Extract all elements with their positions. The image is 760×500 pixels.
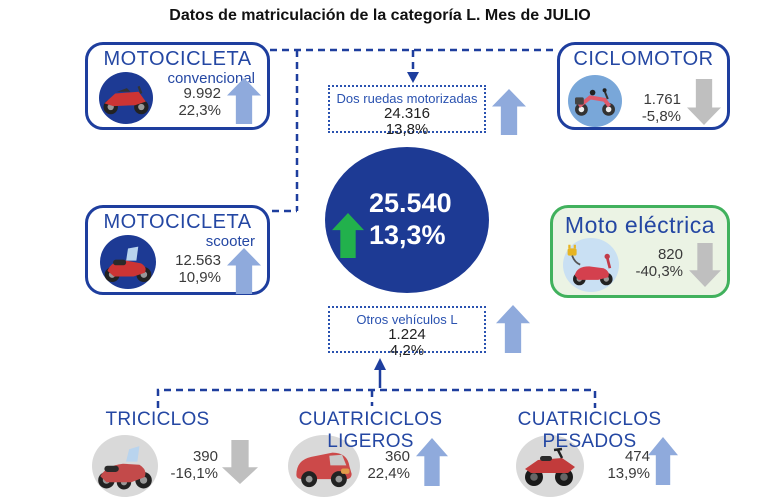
percent: -40,3% (635, 263, 683, 280)
up-arrow-icon (332, 213, 364, 258)
card-title: MOTOCICLETA (103, 211, 252, 233)
cuatriciclos-pesados-values: 474 13,9% (598, 448, 650, 482)
motorcycle-icon (99, 72, 153, 124)
value: 390 (192, 448, 218, 465)
page-title: Datos de matriculación de la categoría L… (169, 7, 591, 24)
total-circle: 25.540 13,3% (325, 147, 489, 293)
card-motocicleta-scooter: MOTOCICLETA scooter 12.563 10,9% (85, 205, 270, 295)
down-arrow-icon (687, 79, 721, 125)
moped-icon (568, 75, 622, 127)
down-arrow-icon (689, 243, 721, 287)
value: 12.563 (175, 252, 221, 269)
scooter-icon (104, 246, 152, 282)
card-subtitle: scooter (205, 233, 255, 250)
box-otros-vehiculos: Otros vehículos L 1.224 4,2% (328, 306, 486, 359)
total-percent: 13,3% (369, 220, 446, 250)
light-quadricycle-icon (296, 452, 352, 487)
card-title: CICLOMOTOR (573, 48, 714, 70)
card-ciclomotor: CICLOMOTOR 1.761 -5,8% (557, 42, 730, 130)
box-dos-ruedas: Dos ruedas motorizadas 24.316 13,8% (328, 85, 486, 138)
down-arrow-icon (222, 440, 258, 484)
percent: 4,2% (389, 342, 425, 359)
percent: 22,4% (367, 465, 410, 482)
card-values: 12.563 10,9% (175, 252, 221, 286)
percent: -5,8% (641, 108, 681, 125)
value: 1.224 (388, 326, 426, 343)
card-moto-electrica: Moto eléctrica 820 -40,3% (550, 205, 730, 298)
moped-icon (575, 88, 615, 117)
scooter-icon (100, 235, 156, 289)
percent: 13,8% (385, 121, 429, 138)
group-label: Dos ruedas motorizadas (336, 91, 478, 106)
up-arrow-icon (492, 89, 526, 135)
card-values: 820 -40,3% (635, 246, 683, 280)
electric-scooter-icon (567, 245, 613, 286)
card-title: MOTOCICLETA (103, 48, 252, 70)
percent: 13,9% (607, 465, 650, 482)
quad-atv-icon (525, 447, 575, 486)
card-values: 1.761 -5,8% (642, 91, 681, 125)
value: 820 (657, 246, 683, 263)
total-value: 25.540 (369, 188, 452, 218)
quad-atv-icon (516, 435, 584, 497)
value: 24.316 (384, 105, 430, 122)
tricycle-icon (98, 446, 152, 490)
card-title: Moto eléctrica (564, 212, 716, 238)
percent: -16,1% (170, 465, 218, 482)
up-arrow-icon (227, 248, 261, 294)
card-values: 9.992 22,3% (178, 85, 221, 119)
percent: 22,3% (178, 102, 221, 119)
tricycle-icon (92, 435, 158, 497)
motorcycle-icon (103, 85, 149, 115)
triciclos-values: 390 -16,1% (160, 448, 218, 482)
value: 360 (384, 448, 410, 465)
label-cuatriciclos-ligeros: CUATRICICLOS LIGEROS (298, 409, 443, 452)
value: 1.761 (643, 91, 681, 108)
card-motocicleta-convencional: MOTOCICLETA convencional 9.992 22,3% (85, 42, 270, 130)
light-quadricycle-icon (288, 435, 360, 497)
label-triciclos: TRICICLOS (105, 409, 210, 430)
percent: 10,9% (178, 269, 221, 286)
card-subtitle: convencional (167, 70, 255, 87)
value: 474 (624, 448, 650, 465)
electric-scooter-icon (563, 238, 619, 292)
up-arrow-icon (496, 305, 530, 353)
group-label: Otros vehículos L (356, 312, 458, 327)
total-values: 25.540 13,3% (369, 187, 452, 251)
cuatriciclos-ligeros-values: 360 22,4% (362, 448, 410, 482)
value: 9.992 (183, 85, 221, 102)
label-cuatriciclos-pesados: CUATRICICLOS PESADOS (517, 409, 662, 452)
